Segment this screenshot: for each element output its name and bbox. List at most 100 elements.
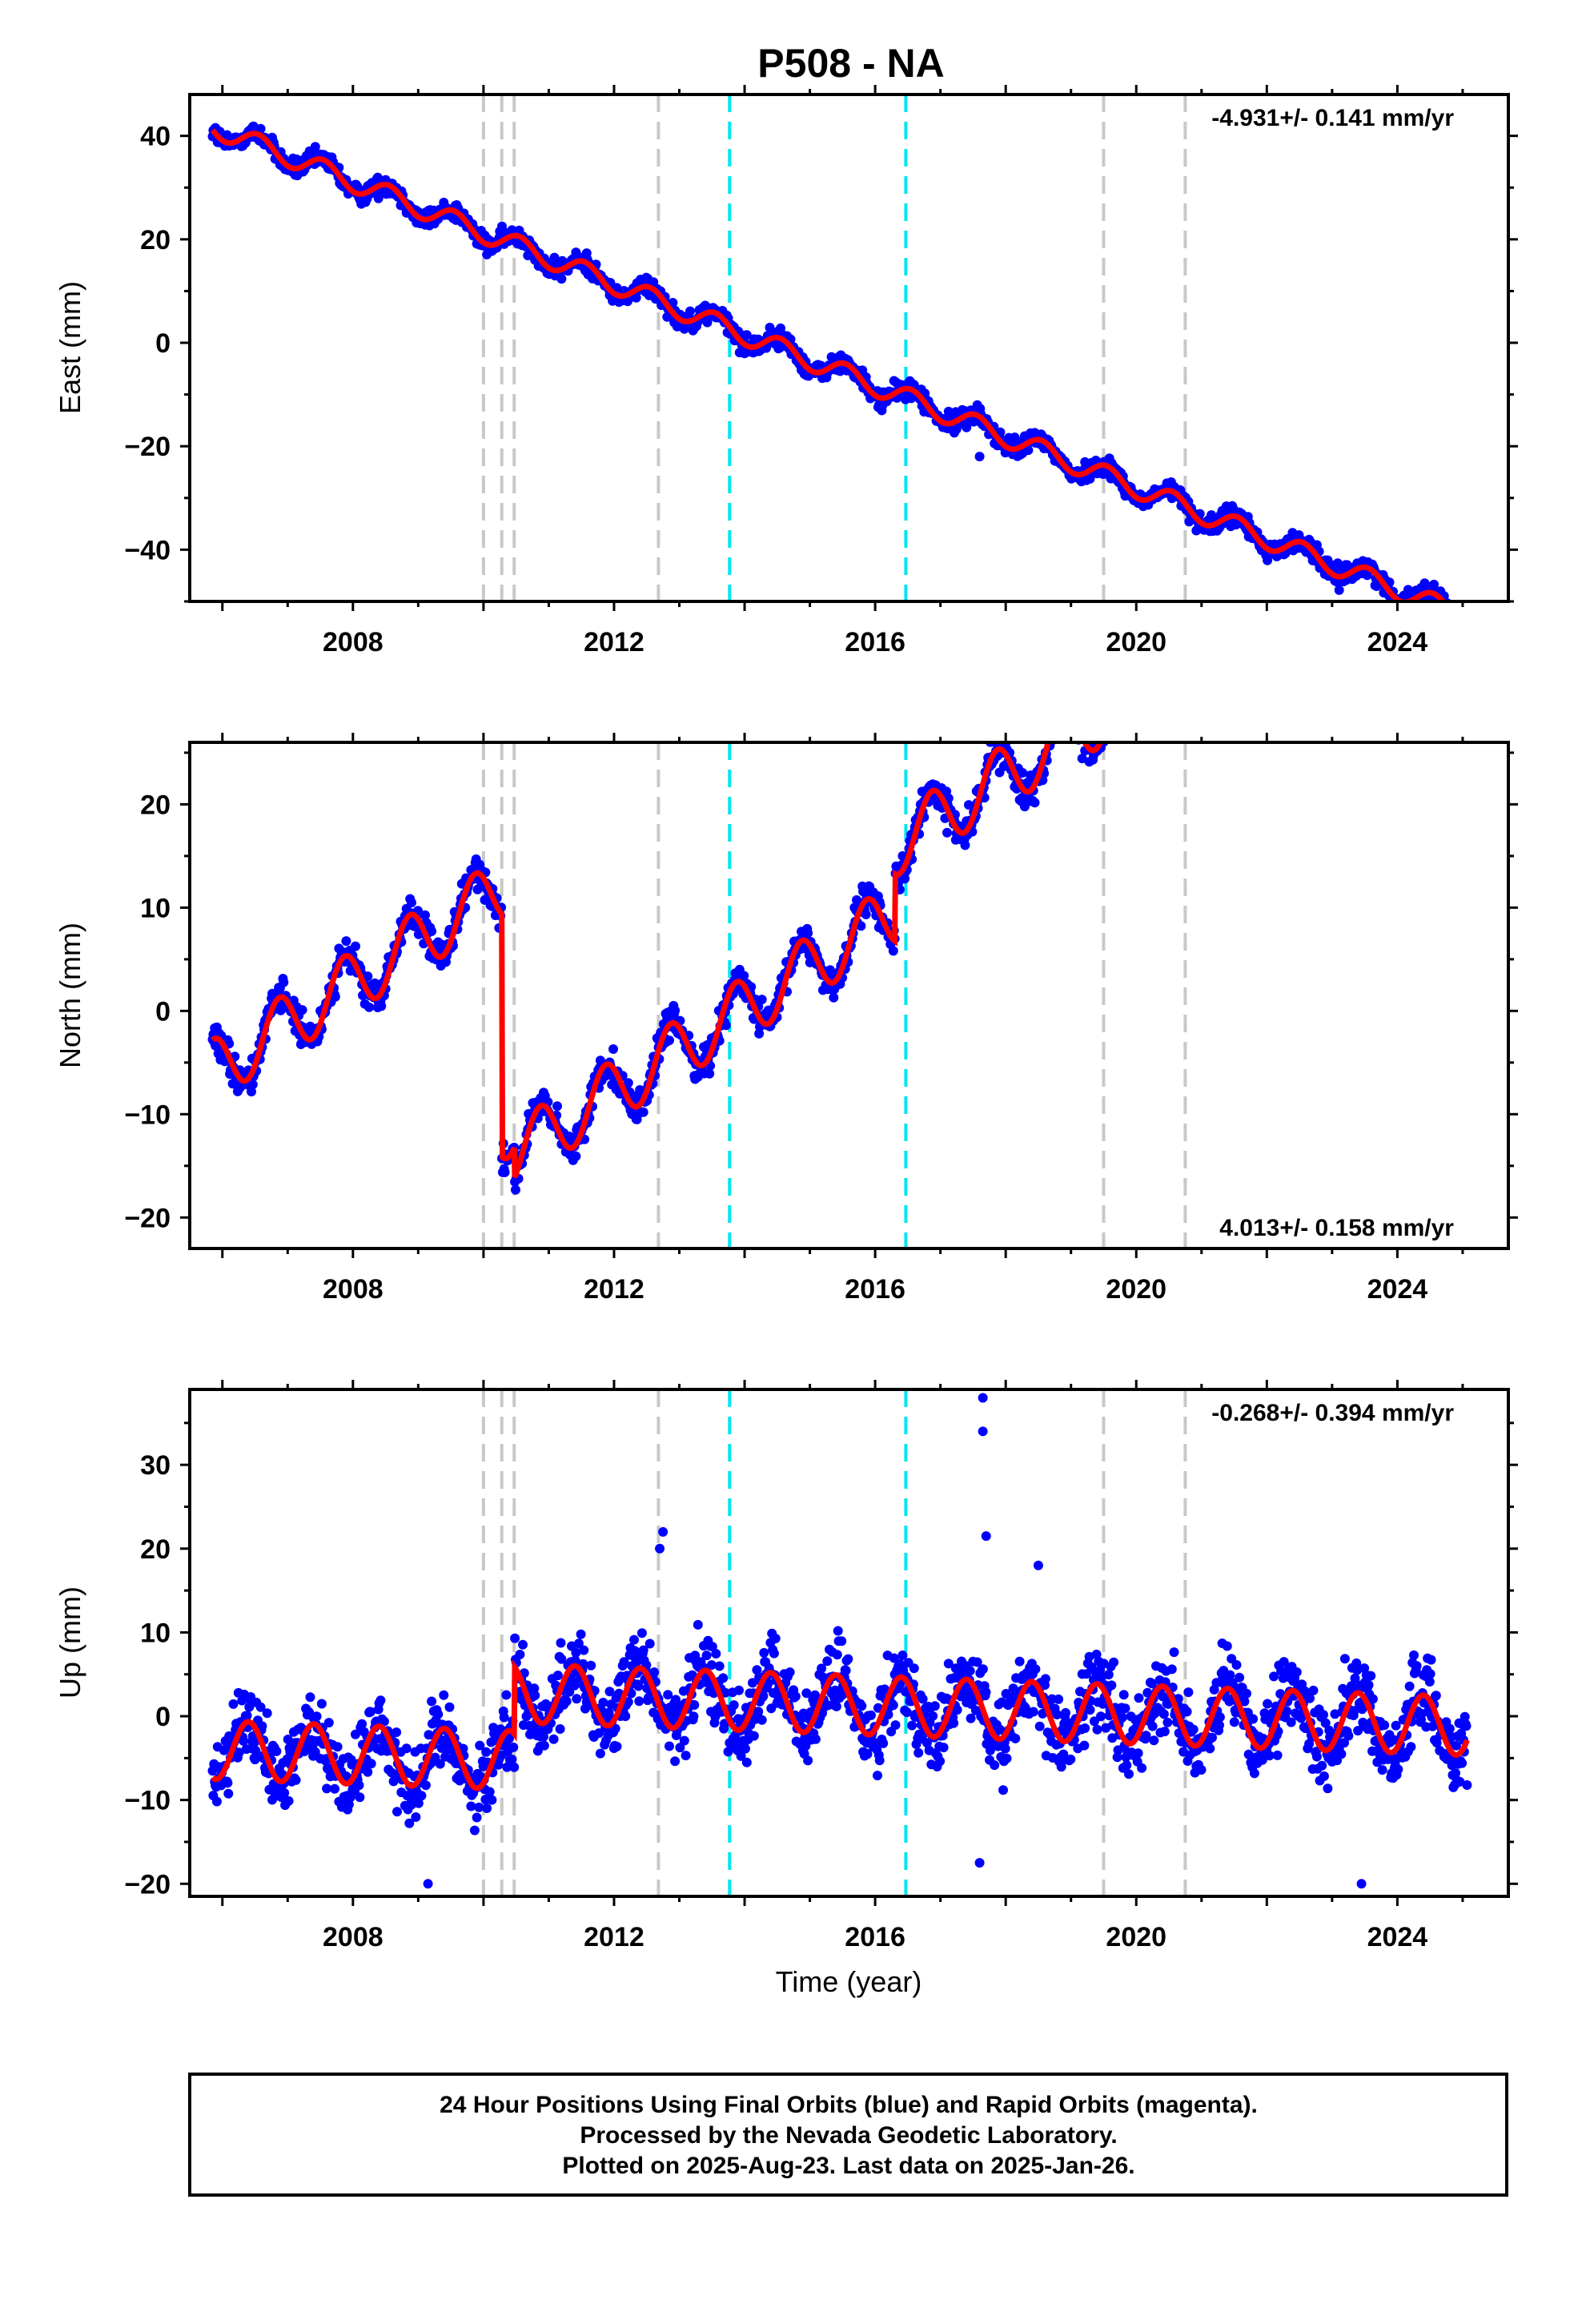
north-y-tick-label: 10 [140,893,171,923]
up-data-point [689,1700,700,1710]
north-data-point [1102,714,1112,723]
east-data-point [1402,603,1411,613]
up-data-point [665,1741,674,1751]
up-data-point [354,1780,364,1791]
north-data-point [1413,525,1423,535]
north-data-point [1193,629,1203,639]
north-data-point [1230,636,1239,645]
up-data-point [1034,1721,1045,1731]
up-data-point [1107,1733,1118,1743]
up-data-point [310,1747,320,1757]
north-data-point [1278,621,1287,630]
north-data-point [1046,730,1056,740]
north-data-point [1443,454,1453,464]
north-data-point [1064,700,1074,710]
north-data-point [1208,643,1218,653]
north-data-point [364,1002,375,1012]
north-data-point [1258,575,1267,585]
east-x-tick-label: 2016 [845,627,905,657]
north-data-point [1191,611,1201,621]
north-data-point [1158,706,1168,716]
north-data-point [1259,580,1268,589]
up-data-point [990,1760,1000,1771]
up-data-point [316,1699,327,1709]
north-data-point [1110,686,1119,696]
north-data-point [1153,713,1162,722]
north-data-point [1287,627,1297,637]
up-data-point [305,1692,315,1703]
north-data-point [1252,595,1262,605]
east-event-lines [481,94,1187,601]
north-data-point [1213,658,1223,668]
up-data-point [244,1702,255,1712]
north-data-point [1295,610,1304,620]
north-data-point [1183,625,1193,634]
up-data-point [636,1628,647,1638]
north-data-point [1205,645,1215,654]
north-data-point [1306,567,1315,577]
north-data-point [1057,718,1066,728]
north-data-point [1058,702,1067,711]
north-data-point [1323,541,1333,550]
up-data-point [917,1694,928,1704]
north-data-point [665,1035,674,1046]
north-data-point [1383,485,1393,495]
north-data-point [1066,715,1076,725]
up-data-point [1117,1712,1127,1723]
north-data-point [1076,732,1086,742]
north-data-point [1068,704,1078,714]
up-data-point [548,1734,559,1744]
east-y-tick-label: −20 [124,432,171,462]
up-data-point [1096,1711,1106,1722]
north-data-point [1371,520,1380,529]
north-data-point [1171,668,1181,677]
north-data-point [1155,702,1165,712]
north-data-point [1146,686,1155,695]
north-data-point [1062,708,1072,718]
north-data-point [1179,652,1189,661]
up-data-point [741,1757,752,1767]
north-data-point [363,971,373,982]
north-data-point [1190,613,1199,623]
north-data-point [1434,495,1443,505]
north-data-point [1160,699,1170,709]
up-data-point [1014,1656,1025,1667]
north-data-point [1327,541,1336,551]
north-data-point [705,1068,715,1079]
north-data-point [1214,655,1223,665]
up-data-point [770,1634,781,1643]
north-data-point [1392,498,1402,508]
north-data-point [1423,537,1432,547]
north-data-point [595,1055,605,1066]
north-data-point [1439,485,1448,495]
north-data-point [1054,720,1064,730]
up-data-point [679,1735,689,1746]
north-data-point [1403,504,1413,513]
north-data-point [1288,621,1298,631]
north-data-point [1419,545,1428,554]
up-data-point [644,1638,655,1649]
east-data-point [962,422,972,432]
north-data-point [1256,581,1266,590]
east-x-tick-label: 2020 [1106,627,1166,657]
up-data-point [985,1745,995,1755]
north-data-point [1429,517,1439,527]
up-data-point [499,1712,509,1723]
north-data-point [1170,680,1179,690]
north-data-point [1162,695,1172,705]
north-data-point [1114,689,1123,698]
north-data-point [1379,505,1388,514]
north-data-point [1419,537,1429,546]
up-data-point [928,1711,938,1721]
up-data-point [411,1812,421,1822]
up-data-point [1000,1743,1010,1754]
north-data-point [1399,514,1409,524]
north-data-point [1175,657,1185,667]
north-data-point [1188,631,1198,641]
up-data-point [484,1787,495,1797]
up-data-point [866,1710,876,1720]
east-data-point [1462,623,1472,633]
north-data-point [1430,511,1439,521]
up-data-point [234,1747,244,1758]
north-data-point [1276,613,1286,623]
